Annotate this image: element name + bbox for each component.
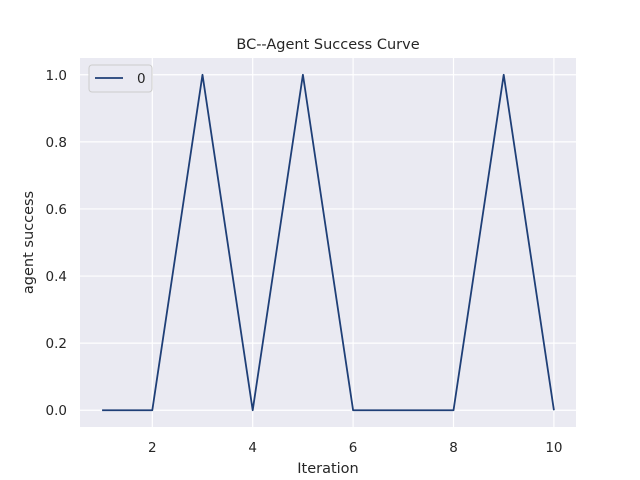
y-tick-label: 0.8 bbox=[46, 135, 67, 151]
x-tick-label: 6 bbox=[349, 440, 358, 456]
x-axis-label: Iteration bbox=[297, 461, 359, 477]
y-axis-label: agent success bbox=[21, 191, 37, 294]
legend: 0 bbox=[88, 64, 153, 93]
y-tick-labels: 0.0 0.2 0.4 0.6 0.8 1.0 bbox=[46, 68, 67, 419]
x-tick-label: 8 bbox=[449, 440, 458, 456]
y-tick-label: 1.0 bbox=[46, 68, 67, 84]
x-gridlines bbox=[151, 58, 555, 427]
legend-label: 0 bbox=[137, 71, 146, 87]
x-tick-label: 2 bbox=[148, 440, 157, 456]
x-tick-label: 4 bbox=[248, 440, 257, 456]
x-tick-labels: 2 4 6 8 10 bbox=[148, 440, 563, 456]
y-tick-label: 0.2 bbox=[46, 336, 67, 352]
y-tick-label: 0.6 bbox=[46, 202, 67, 218]
series-layer bbox=[102, 73, 555, 412]
y-tick-label: 0.4 bbox=[46, 269, 67, 285]
y-tick-label: 0.0 bbox=[46, 403, 67, 419]
chart-title: BC--Agent Success Curve bbox=[236, 37, 419, 53]
series-line-0 bbox=[102, 73, 555, 412]
x-tick-label: 10 bbox=[545, 440, 562, 456]
